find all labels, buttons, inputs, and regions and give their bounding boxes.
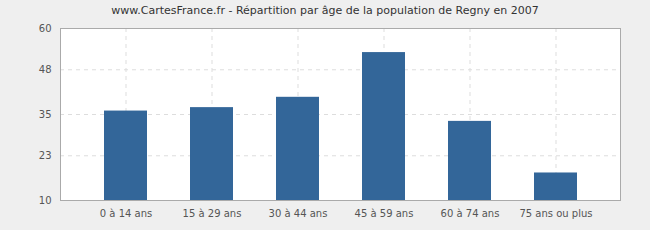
svg-text:15 à 29 ans: 15 à 29 ans: [183, 208, 242, 219]
svg-text:23: 23: [39, 150, 52, 161]
svg-text:60: 60: [39, 23, 52, 34]
svg-text:60 à 74 ans: 60 à 74 ans: [441, 208, 500, 219]
svg-text:75 ans ou plus: 75 ans ou plus: [519, 208, 592, 219]
svg-text:0 à 14 ans: 0 à 14 ans: [100, 208, 152, 219]
svg-text:45 à 59 ans: 45 à 59 ans: [355, 208, 414, 219]
svg-text:10: 10: [39, 195, 52, 206]
svg-text:48: 48: [39, 64, 52, 75]
html-text:www.CartesFrance.fr - Répartit: www.CartesFrance.fr - Répartition par âg…: [111, 4, 539, 17]
svg-text:35: 35: [39, 109, 52, 120]
svg-text:30 à 44 ans: 30 à 44 ans: [269, 208, 328, 219]
